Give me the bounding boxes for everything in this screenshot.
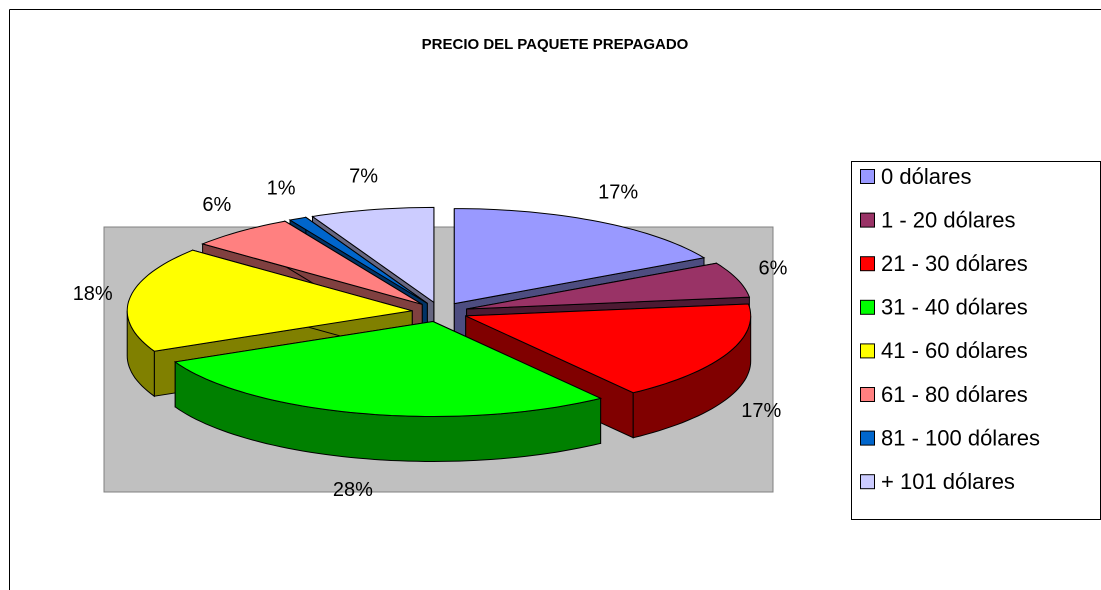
legend-label: + 101 dólares: [881, 469, 1015, 494]
legend-label: 1 - 20 dólares: [881, 207, 1016, 232]
data-label: 6%: [202, 194, 231, 216]
slice: [126, 249, 413, 352]
legend-swatch: [860, 256, 875, 272]
chart-title: PRECIO DEL PAQUETE PREPAGADO: [422, 36, 689, 53]
data-label: 1%: [267, 177, 296, 199]
legend-label: 41 - 60 dólares: [881, 338, 1028, 363]
slice: [465, 303, 752, 394]
data-label: 6%: [758, 258, 787, 280]
legend-label: 0 dólares: [881, 164, 972, 189]
data-label: 17%: [598, 181, 638, 203]
data-label: 17%: [741, 400, 781, 422]
legend-swatch: [860, 474, 875, 490]
legend-label: 21 - 30 dólares: [881, 251, 1028, 276]
legend-label: 61 - 80 dólares: [881, 382, 1028, 407]
slice: [466, 262, 751, 310]
legend-swatch: [860, 299, 875, 315]
legend-swatch: [860, 169, 875, 184]
legend-swatch: [860, 343, 875, 359]
slice: [311, 206, 435, 304]
legend-box: [851, 161, 1101, 520]
legend-swatch: [860, 387, 875, 402]
data-label: 7%: [349, 166, 378, 188]
slice: [201, 220, 423, 305]
legend-swatch: [860, 212, 875, 228]
data-label: 18%: [73, 283, 113, 305]
data-label: 28%: [333, 479, 373, 501]
legend-swatch: [860, 430, 875, 446]
legend-label: 31 - 40 dólares: [881, 295, 1028, 320]
slice: [173, 320, 603, 417]
slice-tops: [126, 206, 752, 417]
slice: [453, 208, 706, 305]
slice: [288, 216, 428, 304]
legend-label: 81 - 100 dólares: [881, 425, 1040, 450]
